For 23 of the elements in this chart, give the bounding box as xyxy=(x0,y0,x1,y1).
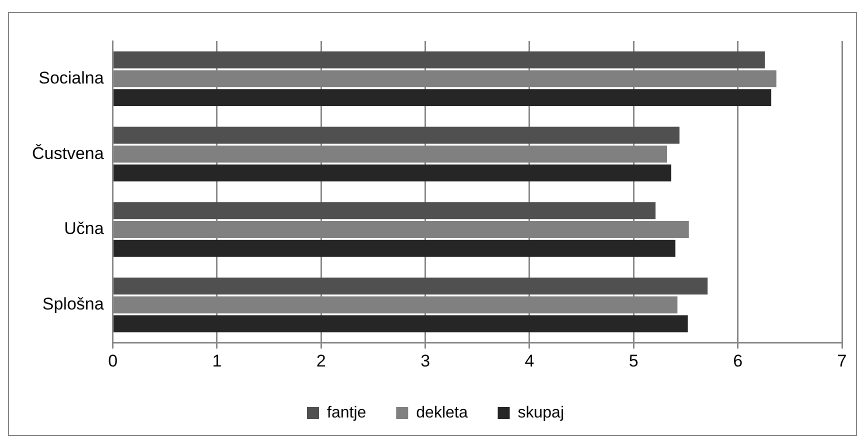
bar xyxy=(114,202,656,220)
y-tick-label: Socialna xyxy=(38,68,104,88)
bar xyxy=(114,315,688,332)
x-tick-label: 5 xyxy=(628,351,638,370)
bar xyxy=(114,240,676,257)
bar xyxy=(114,126,680,144)
legend-label: skupaj xyxy=(518,404,564,422)
y-tick-label: Čustvena xyxy=(32,144,104,163)
y-tick-label: Učna xyxy=(64,219,104,238)
x-tick-label: 0 xyxy=(108,351,118,370)
x-tick-label: 2 xyxy=(316,351,326,370)
x-tick-label: 1 xyxy=(212,351,222,370)
x-tick-label: 7 xyxy=(837,351,847,370)
y-tick-label: Splošna xyxy=(42,294,104,314)
legend-label: dekleta xyxy=(416,404,468,422)
bar xyxy=(114,89,772,106)
legend-label: fantje xyxy=(327,404,366,422)
bar xyxy=(114,164,672,182)
x-tick-label: 6 xyxy=(733,351,743,370)
x-tick-label: 3 xyxy=(420,351,430,370)
bar xyxy=(114,51,765,68)
x-tick-label: 4 xyxy=(524,351,534,370)
bar xyxy=(114,278,708,295)
